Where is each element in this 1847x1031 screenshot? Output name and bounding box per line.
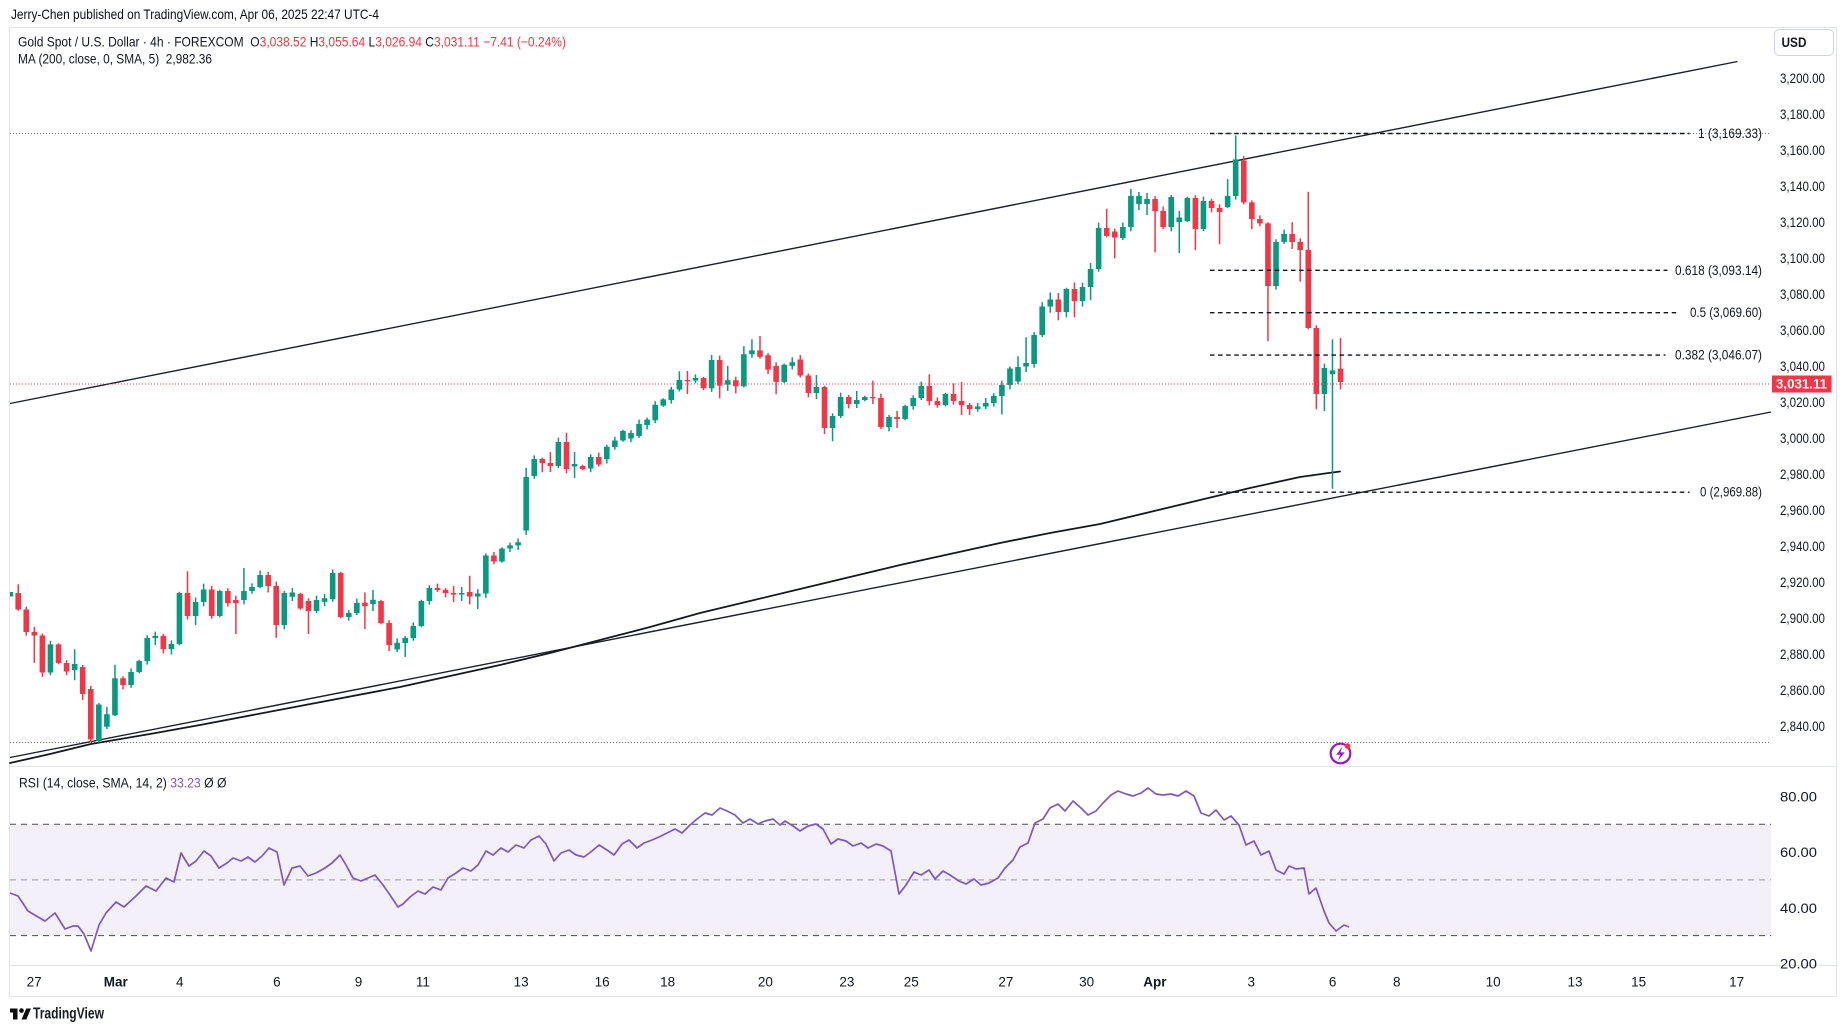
svg-text:13: 13 — [514, 975, 529, 990]
svg-text:2,840.00: 2,840.00 — [1780, 719, 1825, 734]
svg-text:25: 25 — [904, 975, 919, 990]
svg-text:3,120.00: 3,120.00 — [1780, 215, 1825, 230]
svg-text:0.5 (3,069.60): 0.5 (3,069.60) — [1690, 305, 1762, 320]
svg-text:30: 30 — [1079, 975, 1094, 990]
svg-text:27: 27 — [998, 975, 1013, 990]
svg-text:6: 6 — [1329, 975, 1337, 990]
svg-text:0 (2,969.88): 0 (2,969.88) — [1700, 485, 1762, 500]
svg-text:16: 16 — [595, 975, 610, 990]
svg-text:3,000.00: 3,000.00 — [1780, 431, 1825, 446]
svg-text:Jerry-Chen published on Tradin: Jerry-Chen published on TradingView.com,… — [11, 7, 379, 22]
svg-text:TradingView: TradingView — [33, 1006, 105, 1023]
svg-text:6: 6 — [273, 975, 281, 990]
svg-text:40.00: 40.00 — [1780, 901, 1817, 916]
svg-text:2,920.00: 2,920.00 — [1780, 575, 1825, 590]
svg-text:3,100.00: 3,100.00 — [1780, 251, 1825, 266]
svg-text:2,940.00: 2,940.00 — [1780, 539, 1825, 554]
svg-text:Mar: Mar — [104, 975, 129, 990]
svg-text:3,040.00: 3,040.00 — [1780, 359, 1825, 374]
svg-text:8: 8 — [1393, 975, 1401, 990]
svg-text:27: 27 — [27, 975, 42, 990]
svg-text:2,980.00: 2,980.00 — [1780, 467, 1825, 482]
svg-text:Apr: Apr — [1143, 975, 1167, 990]
svg-text:3,031.11: 3,031.11 — [1776, 377, 1827, 392]
svg-text:4: 4 — [176, 975, 184, 990]
svg-text:USD: USD — [1782, 35, 1807, 50]
svg-text:10: 10 — [1486, 975, 1501, 990]
svg-text:20.00: 20.00 — [1780, 957, 1817, 972]
svg-text:0.618 (3,093.14): 0.618 (3,093.14) — [1675, 263, 1762, 278]
svg-text:11: 11 — [416, 975, 430, 990]
svg-text:3,140.00: 3,140.00 — [1780, 179, 1825, 194]
svg-text:13: 13 — [1567, 975, 1582, 990]
svg-text:60.00: 60.00 — [1780, 845, 1817, 860]
svg-text:1 (3,169.33): 1 (3,169.33) — [1698, 126, 1762, 141]
svg-text:20: 20 — [758, 975, 773, 990]
svg-text:3,080.00: 3,080.00 — [1780, 287, 1825, 302]
svg-text:23: 23 — [839, 975, 854, 990]
svg-text:3,160.00: 3,160.00 — [1780, 143, 1825, 158]
svg-text:3,180.00: 3,180.00 — [1780, 107, 1825, 122]
svg-text:2,860.00: 2,860.00 — [1780, 683, 1825, 698]
svg-text:0.382 (3,046.07): 0.382 (3,046.07) — [1675, 348, 1762, 363]
svg-text:9: 9 — [355, 975, 363, 990]
svg-text:3,060.00: 3,060.00 — [1780, 323, 1825, 338]
svg-text:15: 15 — [1631, 975, 1646, 990]
svg-text:18: 18 — [660, 975, 675, 990]
svg-text:3,200.00: 3,200.00 — [1780, 71, 1825, 86]
svg-text:3,020.00: 3,020.00 — [1780, 395, 1825, 410]
svg-text:3: 3 — [1247, 975, 1255, 990]
svg-text:2,880.00: 2,880.00 — [1780, 647, 1825, 662]
svg-text:80.00: 80.00 — [1780, 789, 1817, 804]
svg-text:RSI (14, close, SMA, 14, 2) 33: RSI (14, close, SMA, 14, 2) 33.23 Ø Ø — [19, 776, 227, 791]
svg-text:MA (200, close, 0, SMA, 5) 2,: MA (200, close, 0, SMA, 5) 2,982.36 — [18, 51, 212, 67]
svg-text:Gold Spot / U.S. Dollar · 4h ·: Gold Spot / U.S. Dollar · 4h · FOREXCOM … — [18, 34, 566, 50]
svg-text:2,960.00: 2,960.00 — [1780, 503, 1825, 518]
svg-text:17: 17 — [1729, 975, 1744, 990]
svg-text:2,900.00: 2,900.00 — [1780, 611, 1825, 626]
